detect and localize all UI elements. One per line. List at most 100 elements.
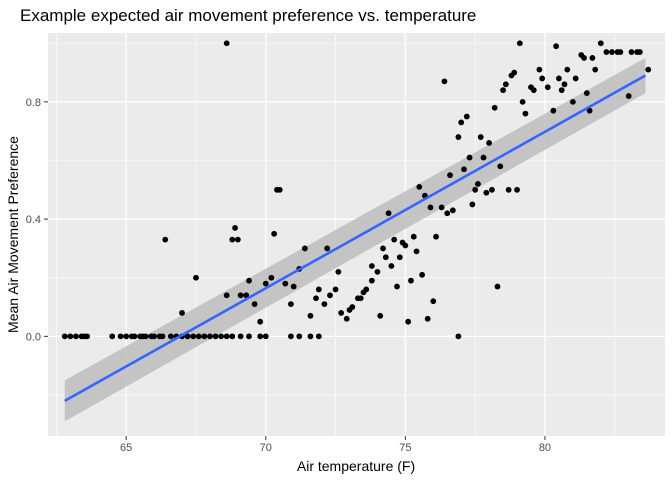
data-point-87 xyxy=(394,283,400,290)
data-point-64 xyxy=(315,286,322,293)
data-point-143 xyxy=(569,98,576,105)
data-point-57 xyxy=(282,280,289,287)
data-point-6 xyxy=(109,333,116,340)
data-point-75 xyxy=(357,295,364,302)
data-point-17 xyxy=(159,333,166,340)
data-point-30 xyxy=(237,333,244,340)
data-point-109 xyxy=(461,166,467,173)
data-point-79 xyxy=(368,263,375,269)
data-point-137 xyxy=(550,107,557,114)
data-point-31 xyxy=(246,333,252,340)
data-point-146 xyxy=(581,55,587,61)
data-point-106 xyxy=(449,207,456,214)
data-point-33 xyxy=(262,333,269,340)
data-point-150 xyxy=(592,66,599,73)
data-point-32 xyxy=(257,333,264,340)
data-point-122 xyxy=(497,163,504,170)
data-point-99 xyxy=(427,204,434,211)
y-tick-label-0: 0.0 xyxy=(26,331,41,343)
x-tick-label-2: 75 xyxy=(399,442,411,454)
data-point-101 xyxy=(433,233,439,240)
data-point-49 xyxy=(246,277,252,284)
data-point-138 xyxy=(553,43,560,50)
data-point-157 xyxy=(628,49,635,55)
data-point-152 xyxy=(603,49,610,55)
data-point-56 xyxy=(276,186,283,193)
data-point-105 xyxy=(447,172,453,179)
data-point-52 xyxy=(262,280,269,287)
data-point-7 xyxy=(117,333,124,340)
x-axis: 65 70 75 80 xyxy=(120,436,551,454)
data-point-117 xyxy=(483,189,490,196)
y-axis: 0.0 0.4 0.8 xyxy=(26,97,48,343)
data-point-63 xyxy=(313,295,319,302)
data-point-111 xyxy=(466,154,473,161)
data-point-142 xyxy=(564,66,571,73)
data-point-148 xyxy=(586,107,593,114)
data-point-66 xyxy=(324,245,331,252)
data-point-23 xyxy=(195,333,202,340)
data-point-35 xyxy=(296,333,303,340)
data-point-47 xyxy=(237,292,244,299)
data-point-81 xyxy=(377,312,384,319)
data-point-110 xyxy=(463,113,470,120)
data-point-127 xyxy=(511,69,518,76)
data-point-120 xyxy=(491,104,498,111)
data-point-65 xyxy=(321,301,328,308)
data-point-54 xyxy=(271,230,278,237)
data-point-0 xyxy=(61,333,68,340)
data-point-98 xyxy=(424,315,431,322)
data-point-103 xyxy=(441,78,448,85)
data-point-130 xyxy=(519,98,526,105)
data-point-78 xyxy=(368,277,375,284)
data-point-124 xyxy=(502,81,509,88)
data-point-151 xyxy=(597,40,604,47)
data-point-40 xyxy=(179,310,185,316)
data-point-68 xyxy=(332,286,339,293)
data-point-112 xyxy=(469,201,476,208)
data-point-53 xyxy=(268,274,275,281)
data-point-160 xyxy=(645,66,652,73)
data-point-96 xyxy=(419,271,426,278)
data-point-133 xyxy=(530,87,537,94)
data-point-15 xyxy=(151,333,157,340)
data-point-77 xyxy=(363,286,370,293)
data-point-140 xyxy=(558,87,565,94)
data-point-123 xyxy=(500,87,506,94)
data-point-134 xyxy=(536,66,543,73)
data-point-10 xyxy=(131,333,138,340)
data-point-1 xyxy=(67,333,74,340)
data-point-46 xyxy=(234,236,241,243)
data-point-13 xyxy=(142,333,149,340)
fit-line xyxy=(64,74,647,402)
data-point-104 xyxy=(444,210,451,217)
data-point-100 xyxy=(430,298,437,305)
data-point-62 xyxy=(307,312,314,319)
data-point-115 xyxy=(477,134,484,140)
data-point-73 xyxy=(349,304,356,310)
data-point-42 xyxy=(223,40,230,47)
data-point-44 xyxy=(229,236,236,243)
data-point-85 xyxy=(388,263,395,269)
data-point-135 xyxy=(539,75,546,82)
data-point-61 xyxy=(301,245,308,252)
data-point-155 xyxy=(617,49,624,55)
data-point-95 xyxy=(416,183,423,190)
data-point-5 xyxy=(84,333,90,340)
data-point-21 xyxy=(184,333,191,340)
data-point-50 xyxy=(251,301,258,308)
data-point-27 xyxy=(218,333,224,340)
y-tick-label-2: 0.8 xyxy=(26,97,41,109)
data-point-18 xyxy=(167,333,174,340)
data-point-38 xyxy=(455,333,462,340)
data-point-70 xyxy=(338,310,345,316)
data-point-92 xyxy=(408,277,414,284)
data-point-149 xyxy=(589,55,596,61)
data-point-102 xyxy=(438,204,445,211)
data-point-88 xyxy=(396,254,403,261)
data-point-67 xyxy=(327,292,333,299)
data-point-114 xyxy=(475,181,481,187)
data-point-116 xyxy=(480,154,487,161)
data-point-83 xyxy=(382,254,389,261)
